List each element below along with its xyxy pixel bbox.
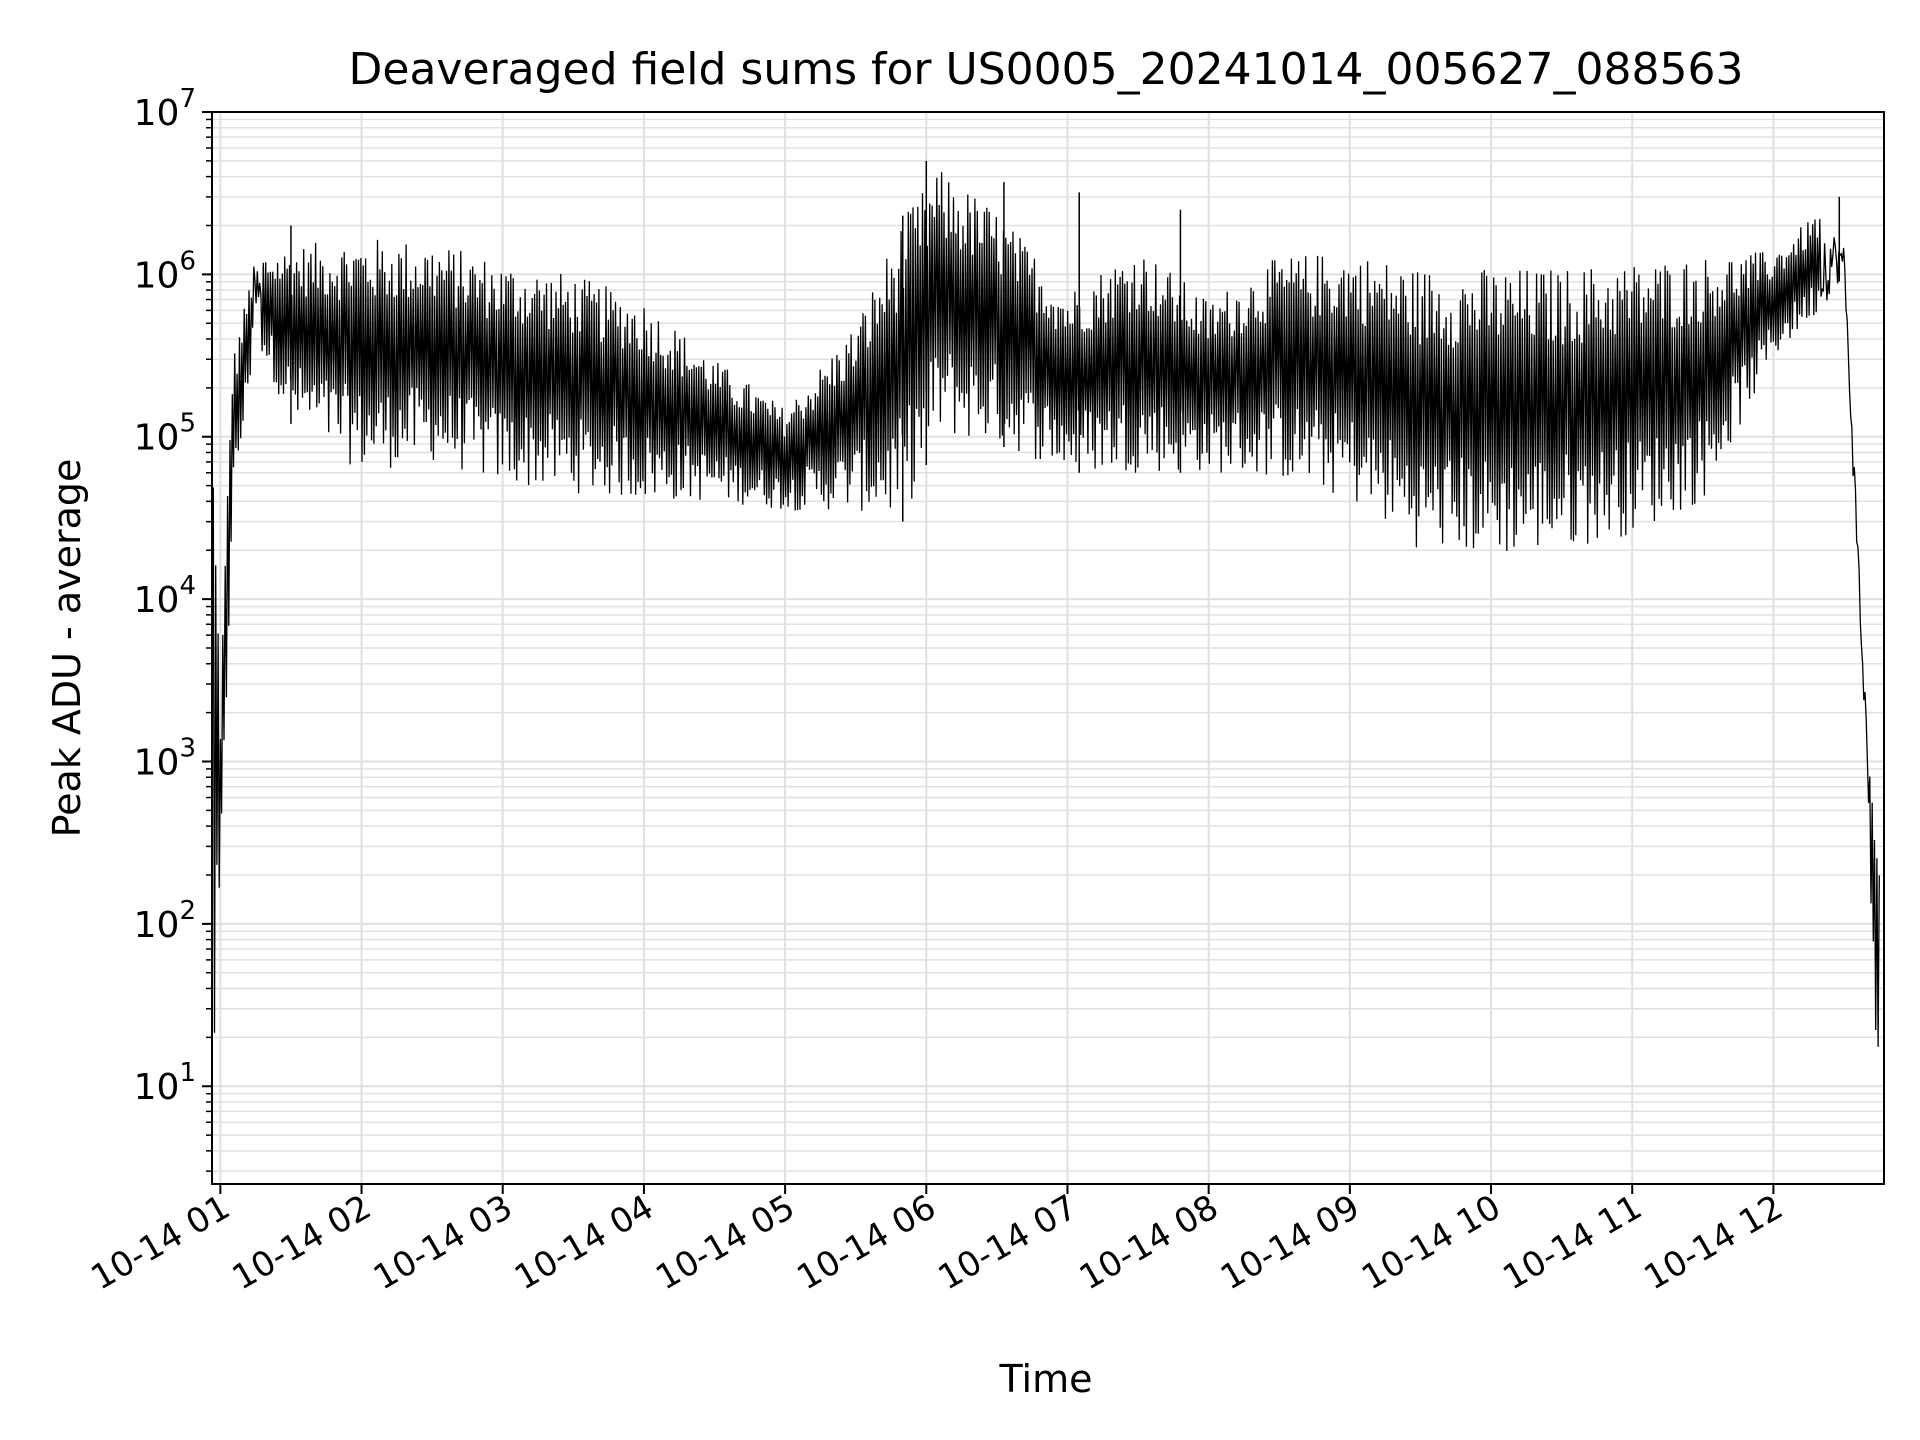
y-tick-label: 103 (134, 733, 196, 783)
chart-title: Deaveraged field sums for US0005_2024101… (349, 44, 1744, 95)
x-axis-label: Time (999, 1357, 1093, 1401)
y-tick-label: 101 (134, 1058, 196, 1108)
y-tick-label: 107 (134, 84, 196, 134)
y-tick-label: 106 (134, 246, 196, 296)
series-layer (212, 160, 1880, 1047)
y-tick-label: 105 (134, 409, 196, 459)
y-tick-label: 104 (134, 571, 196, 621)
y-tick-label: 102 (134, 896, 196, 946)
grid-layer (212, 111, 1884, 1184)
y-axis-label: Peak ADU - average (45, 459, 89, 838)
data-series-line (212, 172, 1880, 1047)
